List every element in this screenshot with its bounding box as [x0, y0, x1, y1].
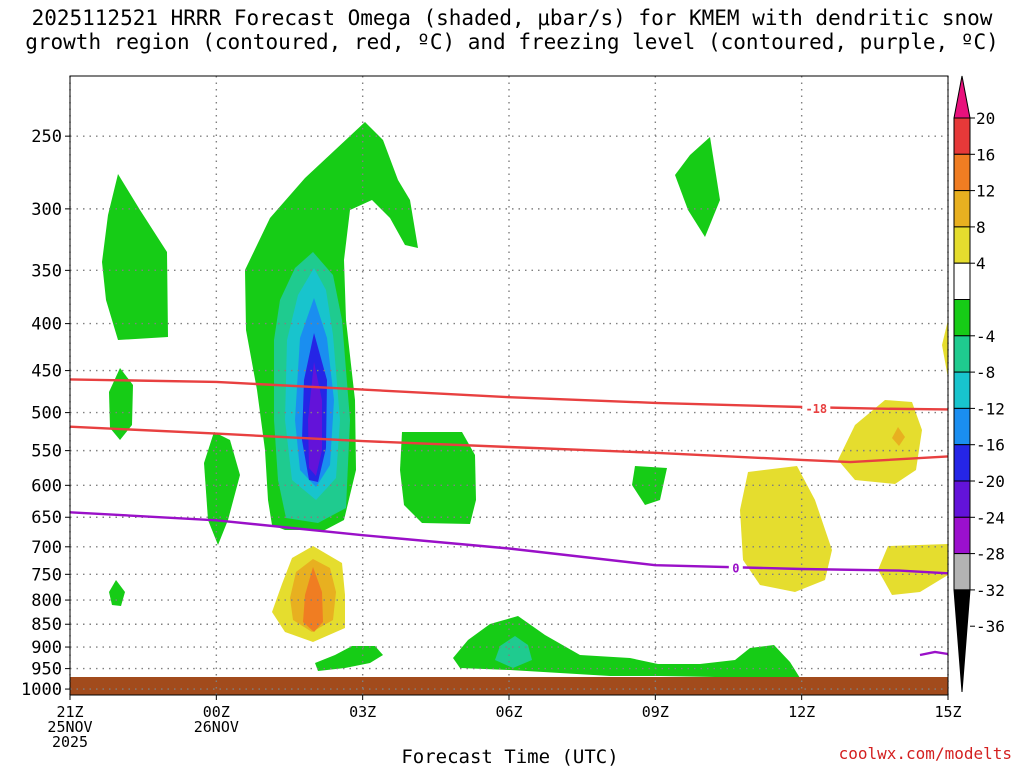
- colorbar-tick-label: -32: [976, 581, 1005, 600]
- contour-label-bg: [728, 558, 743, 575]
- y-tick-label: 600: [31, 476, 62, 496]
- colorbar: 20 16 12 8 4 -4 -8 -12 -16 -20 -24 -28 -32 -36: [953, 75, 1005, 693]
- x-tick-label: 15Z: [934, 703, 961, 721]
- omega-area: [892, 427, 905, 446]
- colorbar-tick-label: 8: [976, 218, 986, 237]
- plot-frame: [69, 75, 949, 696]
- colorbar-segment: [953, 117, 971, 155]
- ground-surface: [70, 677, 948, 695]
- omega-area: [453, 616, 800, 679]
- x-tick-label: 12Z: [788, 703, 815, 721]
- colorbar-tick-label: 16: [976, 145, 995, 164]
- colorbar-tick-label: -4: [976, 327, 995, 346]
- chart-title-line-1: 2025112521 HRRR Forecast Omega (shaded, …: [31, 6, 993, 30]
- omega-area: [740, 466, 832, 592]
- y-tick-label: 500: [31, 404, 62, 424]
- colorbar-tick-label: -20: [976, 472, 1005, 491]
- x-tick-label: 09Z: [642, 703, 669, 721]
- colorbar-bottom-arrow: [953, 589, 971, 693]
- y-tick-label: 1000: [21, 680, 62, 700]
- omega-area: [838, 400, 922, 484]
- x-tick-label: 06Z: [495, 703, 522, 721]
- colorbar-tick-label: -36: [976, 617, 1005, 636]
- omega-area: [942, 320, 948, 378]
- colorbar-tick-label: -12: [976, 399, 1005, 418]
- colorbar-tick-label: -24: [976, 508, 1005, 527]
- colorbar-tick-label: -16: [976, 436, 1005, 455]
- y-tick-label: 750: [31, 565, 62, 585]
- colorbar-top-arrow: [953, 75, 971, 119]
- omega-area: [315, 646, 383, 671]
- omega-area: [308, 362, 322, 476]
- x-axis-label: Forecast Time (UTC): [401, 746, 618, 768]
- y-tick-label: 300: [31, 200, 62, 220]
- colorbar-tick-label: -8: [976, 363, 995, 382]
- colorbar-segment: [953, 553, 971, 591]
- x-tick-label: 21Z: [56, 703, 83, 721]
- x-tick-label: 03Z: [349, 703, 376, 721]
- colorbar-tick-label: -28: [976, 545, 1005, 564]
- x-tick-label: 26NOV: [194, 718, 239, 736]
- colorbar-segment: [953, 480, 971, 518]
- colorbar-tick-label: 12: [976, 182, 995, 201]
- y-tick-label: 700: [31, 538, 62, 558]
- x-tick-label: 25NOV: [47, 718, 92, 736]
- y-tick-label: 650: [31, 508, 62, 528]
- y-tick-label: 400: [31, 315, 62, 335]
- y-tick-label: 850: [31, 615, 62, 635]
- omega-area: [303, 567, 323, 632]
- y-tick-label: 350: [31, 261, 62, 281]
- contour-line: [919, 650, 949, 657]
- contour-line: [69, 425, 949, 464]
- omega-area: [495, 636, 532, 668]
- colorbar-segment: [953, 335, 971, 373]
- freezing-contour-label: 0: [732, 561, 739, 575]
- omega-area: [675, 137, 720, 237]
- omega-area: [109, 580, 125, 606]
- colorbar-segment: [953, 516, 971, 555]
- dgz-contour-label: -18: [805, 402, 827, 416]
- contour-line: [69, 511, 949, 575]
- y-tick-label: 550: [31, 442, 62, 462]
- y-tick-label: 800: [31, 591, 62, 611]
- colorbar-segment: [953, 371, 971, 409]
- omega-area: [102, 174, 168, 340]
- y-tick-label: 950: [31, 660, 62, 680]
- y-axis: 250 300 350 400 450 500 550 600 650 700 750 800 850 9…: [21, 127, 70, 700]
- omega-area: [400, 432, 476, 524]
- x-tick-label: 00Z: [203, 703, 230, 721]
- contour-lines: -18 0: [69, 378, 949, 657]
- colorbar-tick-label: 20: [976, 109, 995, 128]
- colorbar-segment: [953, 299, 971, 337]
- credit-link[interactable]: coolwx.com/modelts: [839, 744, 1012, 763]
- grid-lines: [69, 76, 949, 695]
- y-tick-label: 450: [31, 362, 62, 382]
- y-tick-label: 900: [31, 638, 62, 658]
- contour-line: [69, 378, 949, 411]
- y-tick-label: 250: [31, 127, 62, 147]
- colorbar-segment: [953, 190, 971, 228]
- chart-title-line-2: growth region (contoured, red, ºC) and f…: [25, 30, 999, 54]
- x-tick-label: 2025: [52, 733, 88, 751]
- omega-area: [204, 432, 240, 545]
- colorbar-segment: [953, 262, 971, 301]
- colorbar-segment: [953, 153, 971, 192]
- colorbar-segment: [953, 407, 971, 446]
- colorbar-segment: [953, 226, 971, 264]
- colorbar-segment: [953, 444, 971, 482]
- colorbar-tick-label: 4: [976, 254, 986, 273]
- omega-area: [109, 368, 133, 440]
- omega-area: [878, 544, 948, 595]
- contour-label-bg: [802, 398, 831, 415]
